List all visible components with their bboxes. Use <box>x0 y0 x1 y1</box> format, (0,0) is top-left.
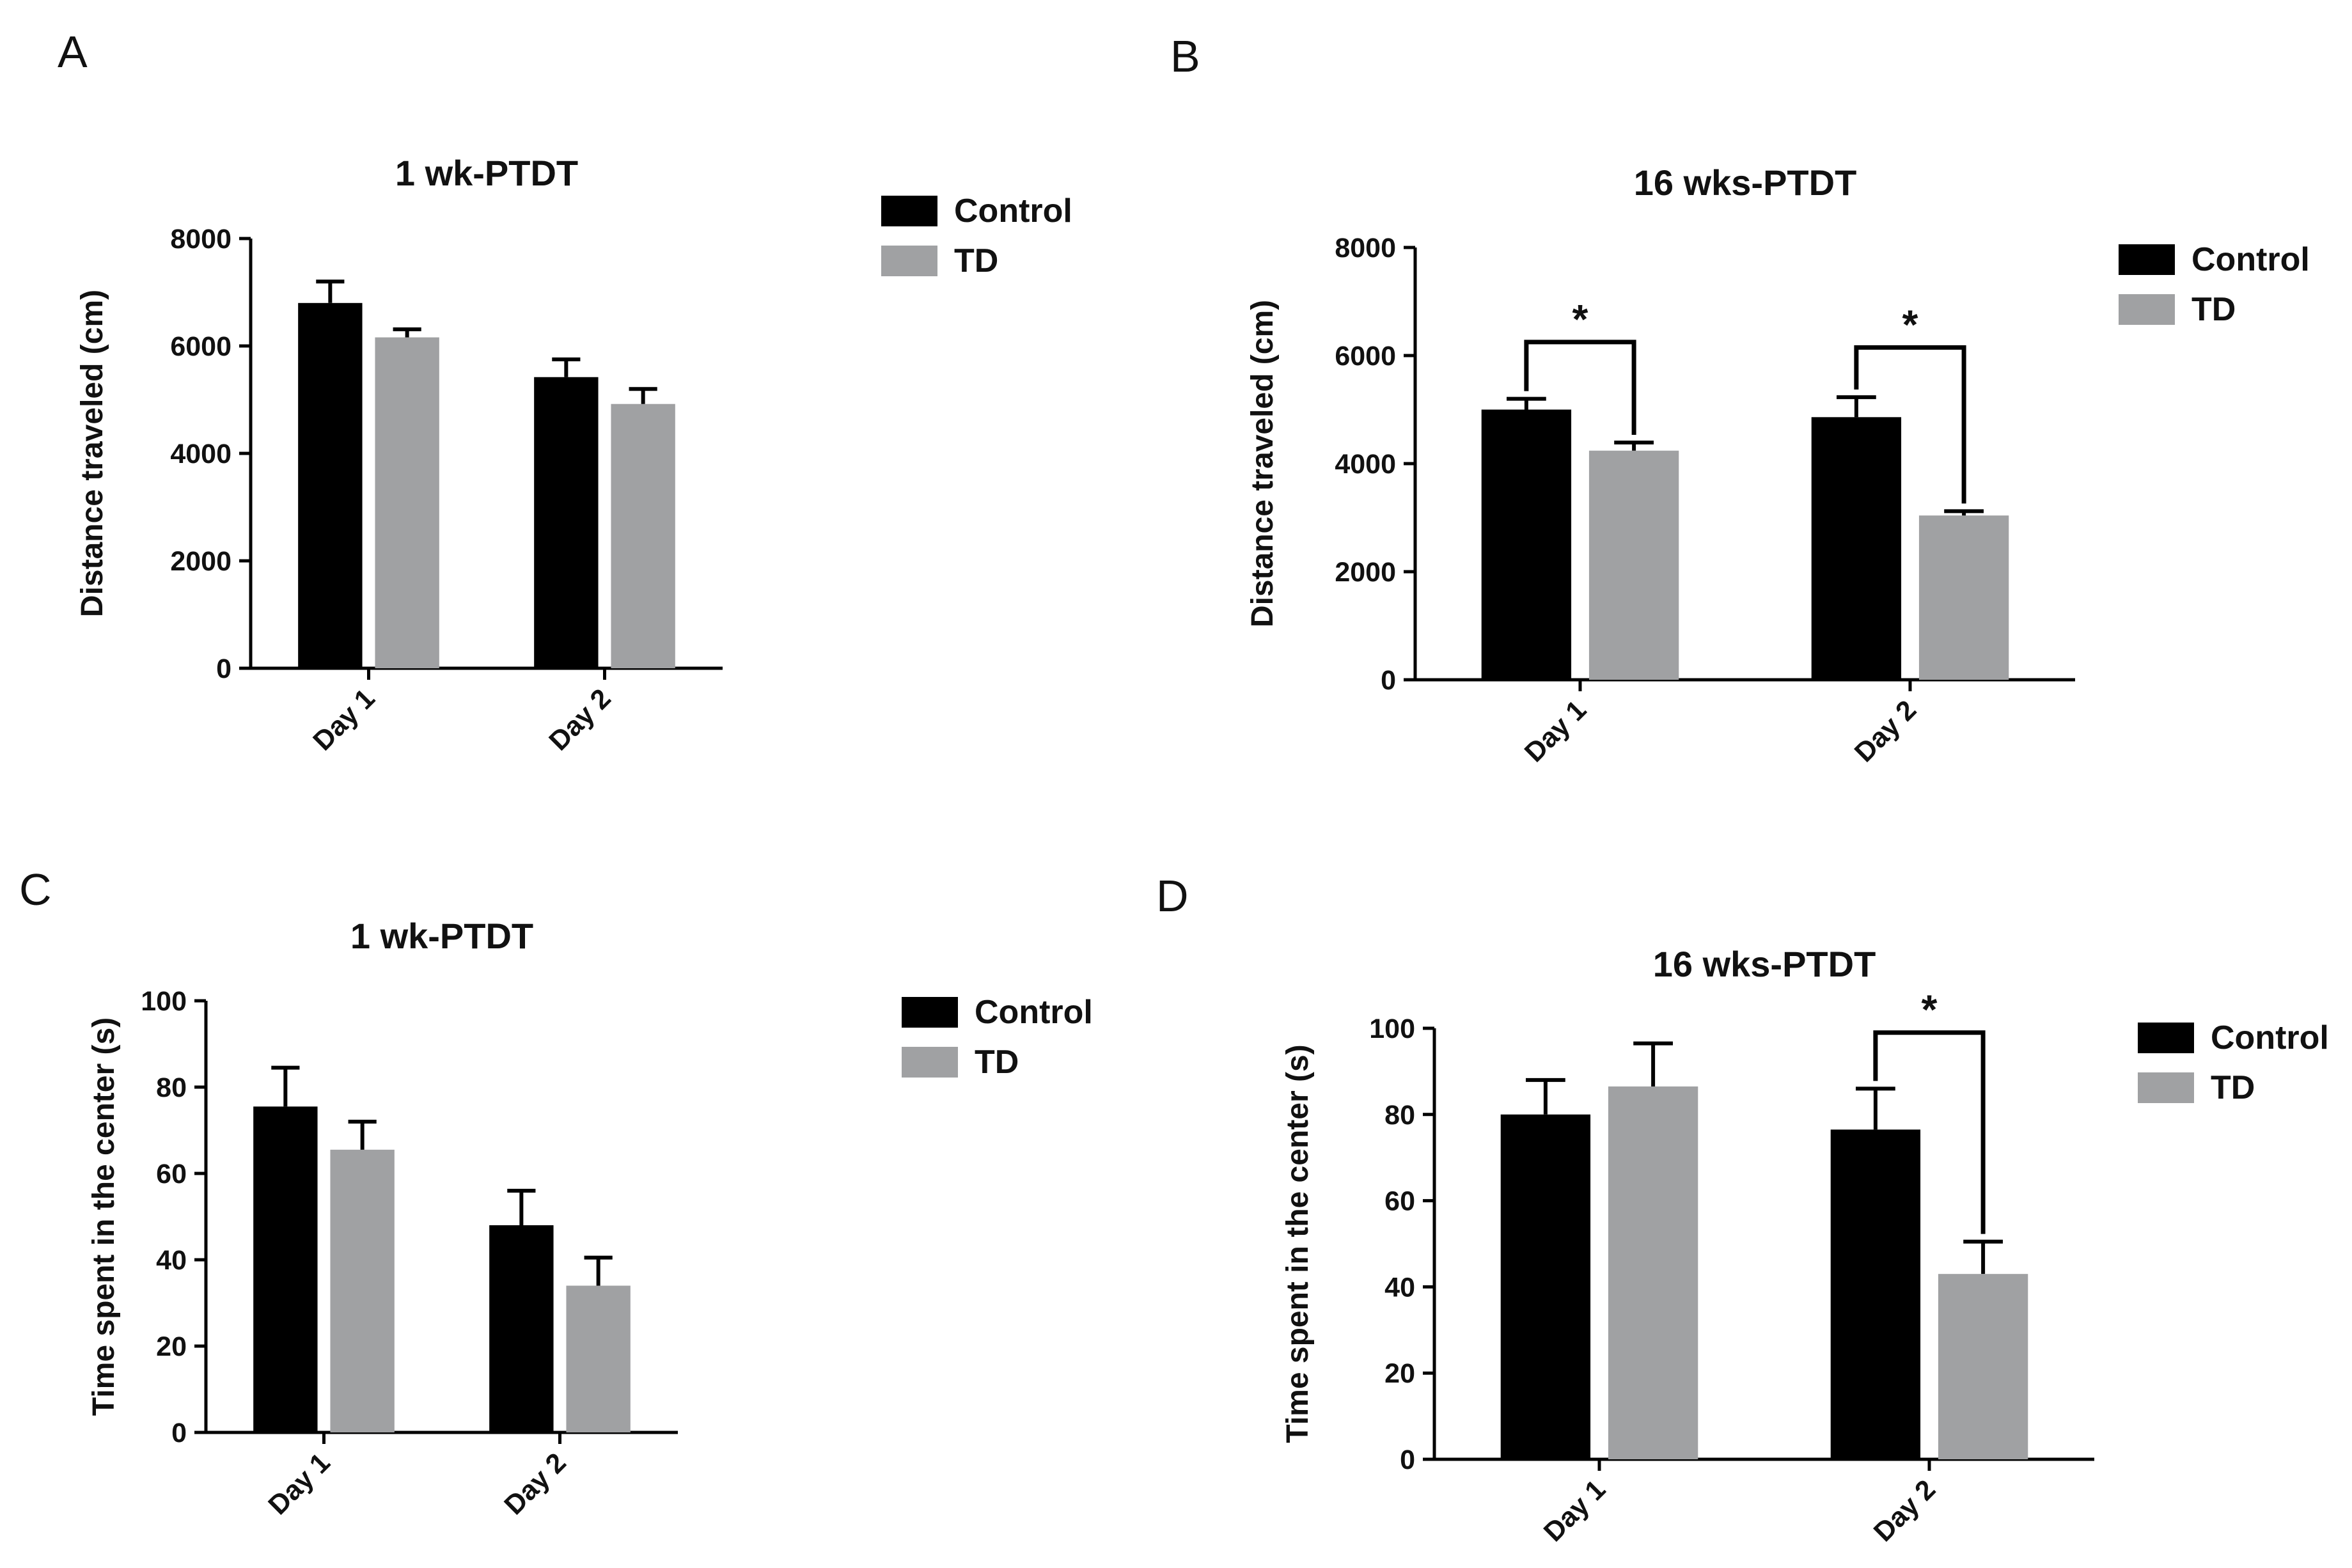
y-tick-label: 100 <box>1369 1014 1415 1044</box>
y-tick-label: 4000 <box>170 439 231 469</box>
legend-label-td: TD <box>954 242 998 279</box>
y-tick-label: 60 <box>1384 1186 1415 1217</box>
y-axis-label: Time spent in the center (s) <box>1281 1044 1315 1443</box>
panel-a: A 1 wk-PTDT 0 2000 4000 6000 8000 Distance trav… <box>58 27 1072 757</box>
y-tick-label: 60 <box>156 1159 187 1189</box>
y-tick-label: 0 <box>1400 1445 1415 1475</box>
legend-label-td: TD <box>975 1044 1019 1081</box>
y-tick-label: 100 <box>141 986 187 1017</box>
bar-control-day-2 <box>489 1225 554 1432</box>
significance-star: * <box>1902 301 1918 347</box>
bar-control-day-1 <box>1500 1114 1591 1459</box>
legend-swatch-control <box>902 997 958 1028</box>
legend-label-control: Control <box>975 994 1093 1031</box>
bar-control-day-1 <box>1481 409 1572 680</box>
bar-td-day-2 <box>1918 515 2009 680</box>
y-tick-label: 2000 <box>1335 557 1396 588</box>
y-tick-label: 8000 <box>170 224 231 255</box>
x-tick-label: Day 1 <box>262 1447 336 1521</box>
y-tick-label: 0 <box>171 1418 187 1448</box>
panel-letter: B <box>1170 31 1200 81</box>
x-tick-label: Day 2 <box>543 683 616 757</box>
y-tick-label: 20 <box>1384 1358 1415 1389</box>
y-tick-label: 8000 <box>1335 233 1396 263</box>
legend-label-td: TD <box>2211 1069 2255 1106</box>
bar-control-day-1 <box>298 302 363 668</box>
bar-control-day-2 <box>534 377 599 668</box>
bar-td-day-2 <box>566 1285 631 1432</box>
legend-swatch-control <box>2138 1023 2194 1053</box>
significance-bracket <box>1854 345 1966 504</box>
chart-title: 1 wk-PTDT <box>350 916 533 956</box>
legend-swatch-td <box>2119 294 2175 325</box>
bar-td-day-1 <box>1608 1086 1698 1459</box>
chart-title: 16 wks-PTDT <box>1634 162 1857 203</box>
y-axis-label: Time spent in the center (s) <box>87 1017 121 1416</box>
y-tick-label: 20 <box>156 1331 187 1362</box>
x-tick-label: Day 1 <box>1538 1474 1611 1548</box>
bar-td-day-1 <box>1588 450 1679 680</box>
y-tick-label: 0 <box>216 654 231 684</box>
y-axis-label: Distance traveled (cm) <box>1246 300 1280 627</box>
x-tick-label: Day 1 <box>307 683 380 757</box>
y-tick-label: 40 <box>156 1245 187 1276</box>
y-tick-label: 40 <box>1384 1272 1415 1303</box>
bar-control-day-1 <box>253 1106 318 1432</box>
significance-star: * <box>1572 296 1588 342</box>
significance-bracket <box>1873 1030 1986 1234</box>
legend-label-control: Control <box>2211 1019 2329 1056</box>
chart-title: 1 wk-PTDT <box>395 153 578 193</box>
y-axis-label: Distance traveled (cm) <box>75 290 109 617</box>
y-tick-label: 80 <box>156 1072 187 1103</box>
panel-d: D 16 wks-PTDT 0 20 40 60 80 100 Time spent in th… <box>1156 871 2329 1548</box>
bar-td-day-1 <box>375 337 439 668</box>
panel-c: C 1 wk-PTDT 0 20 40 60 80 100 Time spent in the … <box>19 865 1093 1521</box>
x-tick-label: Day 2 <box>1849 694 1922 768</box>
legend-swatch-control <box>881 196 937 226</box>
panel-letter: D <box>1156 871 1189 921</box>
bar-td-day-2 <box>1938 1274 2028 1459</box>
x-tick-label: Day 2 <box>1868 1474 1941 1548</box>
legend-swatch-td <box>881 246 937 276</box>
significance-star: * <box>1922 987 1938 1033</box>
significance-bracket <box>1524 340 1636 435</box>
legend-swatch-control <box>2119 244 2175 275</box>
x-tick-label: Day 2 <box>498 1447 572 1521</box>
panel-letter: C <box>19 865 52 914</box>
y-tick-label: 4000 <box>1335 449 1396 480</box>
bar-td-day-1 <box>330 1149 395 1432</box>
legend-swatch-td <box>902 1047 958 1078</box>
legend-label-control: Control <box>954 192 1072 230</box>
x-tick-label: Day 1 <box>1519 694 1592 768</box>
panel-b: B 16 wks-PTDT 0 2000 4000 6000 8000 Distance tr… <box>1170 31 2310 768</box>
legend-label-control: Control <box>2191 241 2310 278</box>
legend-swatch-td <box>2138 1072 2194 1103</box>
y-tick-label: 6000 <box>170 331 231 362</box>
bar-control-day-2 <box>1811 417 1902 680</box>
y-tick-label: 6000 <box>1335 341 1396 372</box>
bar-control-day-2 <box>1830 1129 1921 1459</box>
y-tick-label: 0 <box>1381 665 1396 696</box>
bar-td-day-2 <box>611 404 675 668</box>
legend-label-td: TD <box>2191 291 2236 328</box>
chart-title: 16 wks-PTDT <box>1653 944 1876 984</box>
y-tick-label: 2000 <box>170 546 231 577</box>
panel-letter: A <box>58 27 88 77</box>
y-tick-label: 80 <box>1384 1100 1415 1131</box>
